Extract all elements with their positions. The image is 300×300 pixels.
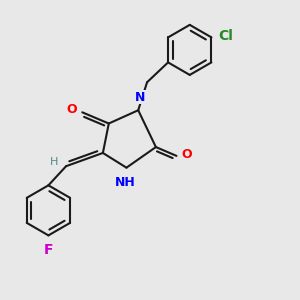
Text: H: H xyxy=(50,157,59,167)
Text: N: N xyxy=(134,91,145,104)
Text: Cl: Cl xyxy=(218,29,233,43)
Text: O: O xyxy=(182,148,192,161)
Text: NH: NH xyxy=(115,176,135,190)
Text: O: O xyxy=(66,103,77,116)
Text: F: F xyxy=(44,243,53,257)
